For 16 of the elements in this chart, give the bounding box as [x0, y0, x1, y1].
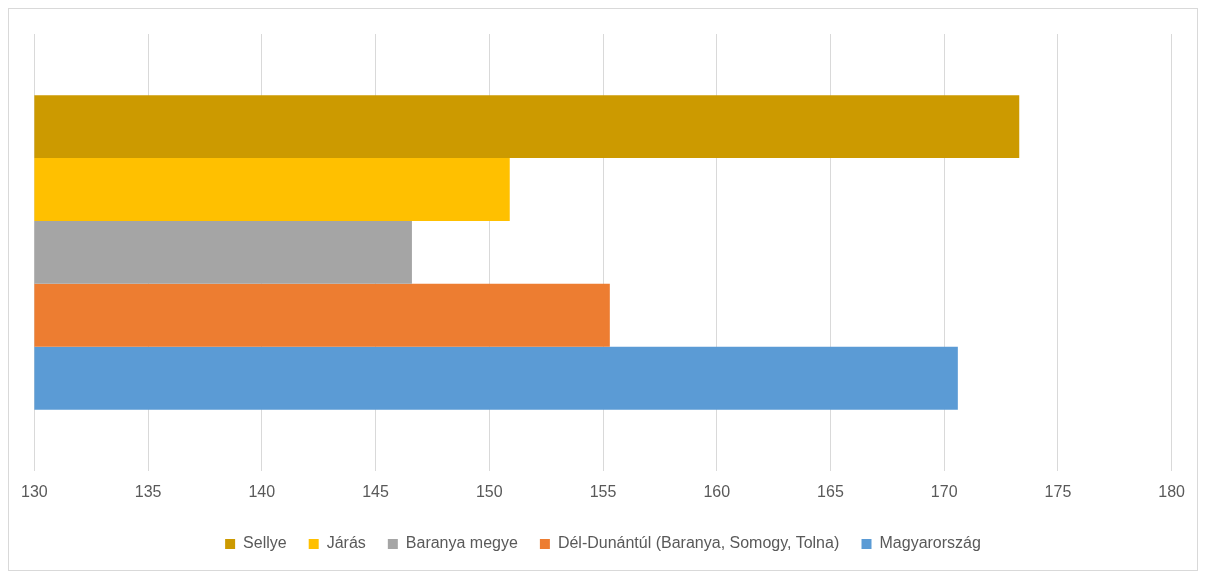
legend-label: Baranya megye	[405, 534, 518, 552]
x-tick-label: 130	[21, 482, 48, 500]
legend-label: Sellye	[243, 534, 287, 552]
x-tick-label: 170	[930, 482, 958, 500]
x-tick-label: 150	[475, 482, 503, 500]
x-tick-label: 155	[589, 482, 617, 500]
x-tick-label: 160	[703, 482, 731, 500]
x-tick-label: 145	[362, 482, 389, 500]
legend-label: Magyarország	[879, 534, 981, 552]
x-tick-label: 175	[1044, 482, 1072, 500]
x-tick-label: 140	[248, 482, 276, 500]
legend-label: Járás	[326, 534, 366, 552]
x-tick-label: 180	[1158, 482, 1186, 500]
x-tick-label: 135	[134, 482, 162, 500]
x-tick-label: 165	[817, 482, 844, 500]
legend-label: Dél-Dunántúl (Baranya, Somogy, Tolna)	[557, 534, 840, 552]
